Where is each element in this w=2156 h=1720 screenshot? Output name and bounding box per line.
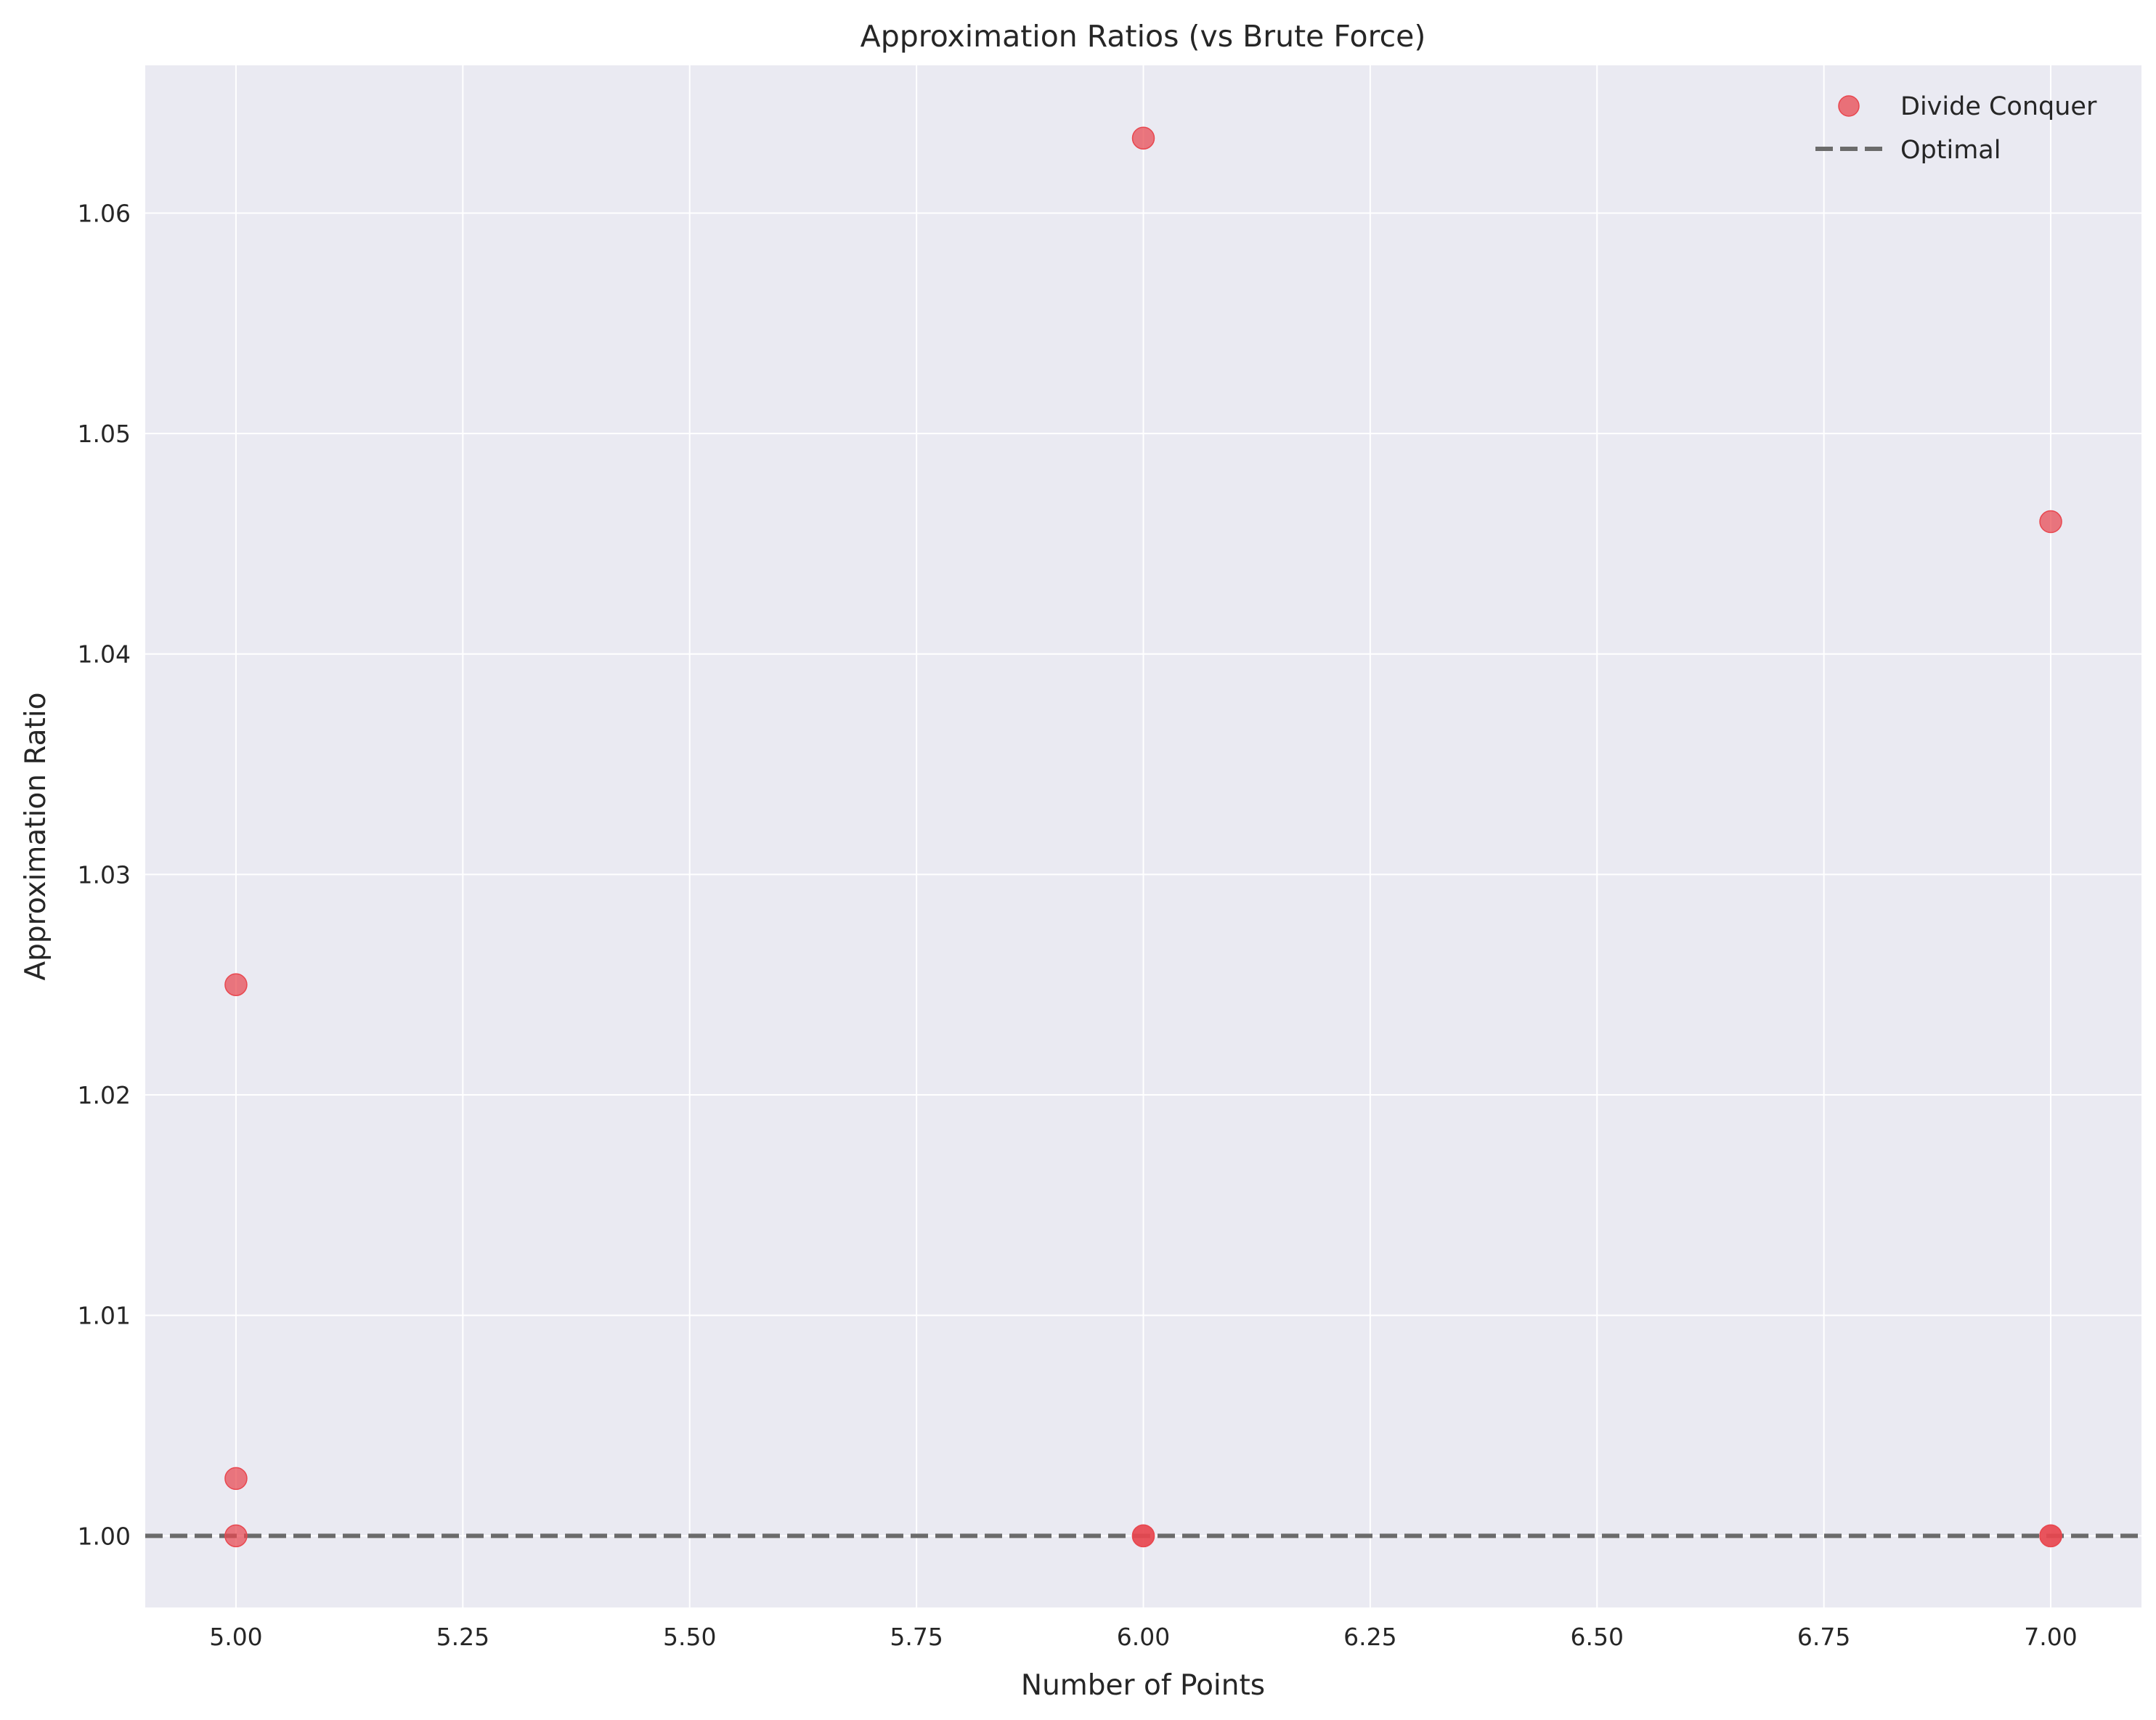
data-points [224, 126, 2062, 1548]
x-tick-label: 6.00 [1117, 1623, 1170, 1651]
legend: Divide Conquer Optimal [1815, 92, 2097, 165]
y-tick-label: 1.01 [78, 1302, 131, 1330]
legend-label-divide-conquer: Divide Conquer [1900, 92, 2097, 121]
scatter-point [1131, 126, 1155, 150]
y-tick-label: 1.02 [78, 1081, 131, 1109]
y-tick-label: 1.03 [78, 860, 131, 889]
x-tick-label: 6.50 [1571, 1623, 1624, 1651]
y-tick-label: 1.00 [78, 1522, 131, 1550]
legend-label-optimal: Optimal [1900, 136, 2001, 165]
scatter-point [224, 973, 248, 996]
x-tick-label: 6.25 [1343, 1623, 1396, 1651]
x-axis-label: Number of Points [1021, 1669, 1265, 1702]
x-tick-label: 5.00 [209, 1623, 262, 1651]
y-axis-label: Approximation Ratio [20, 692, 52, 980]
x-tick-label: 5.25 [436, 1623, 489, 1651]
scatter-point [2039, 510, 2062, 534]
x-tick-label: 5.75 [890, 1623, 943, 1651]
x-tick-label: 5.50 [663, 1623, 716, 1651]
x-tick-label: 6.75 [1797, 1623, 1850, 1651]
scatter-point [224, 1467, 248, 1491]
x-tick-label: 7.00 [2024, 1623, 2077, 1651]
y-tick-label: 1.04 [78, 640, 131, 669]
chart-title: Approximation Ratios (vs Brute Force) [861, 19, 1426, 54]
legend-marker-divide-conquer [1838, 95, 1860, 117]
scatter-point [2039, 1524, 2062, 1548]
scatter-point [1131, 1524, 1155, 1548]
y-tick-label: 1.05 [78, 420, 131, 448]
scatter-point [224, 1524, 248, 1548]
y-tick-label: 1.06 [78, 199, 131, 227]
y-tick-labels: 1.00 1.01 1.02 1.03 1.04 1.05 1.06 [78, 199, 131, 1550]
x-tick-labels: 5.00 5.25 5.50 5.75 6.00 6.25 6.50 6.75 7.00 [209, 1623, 2078, 1651]
